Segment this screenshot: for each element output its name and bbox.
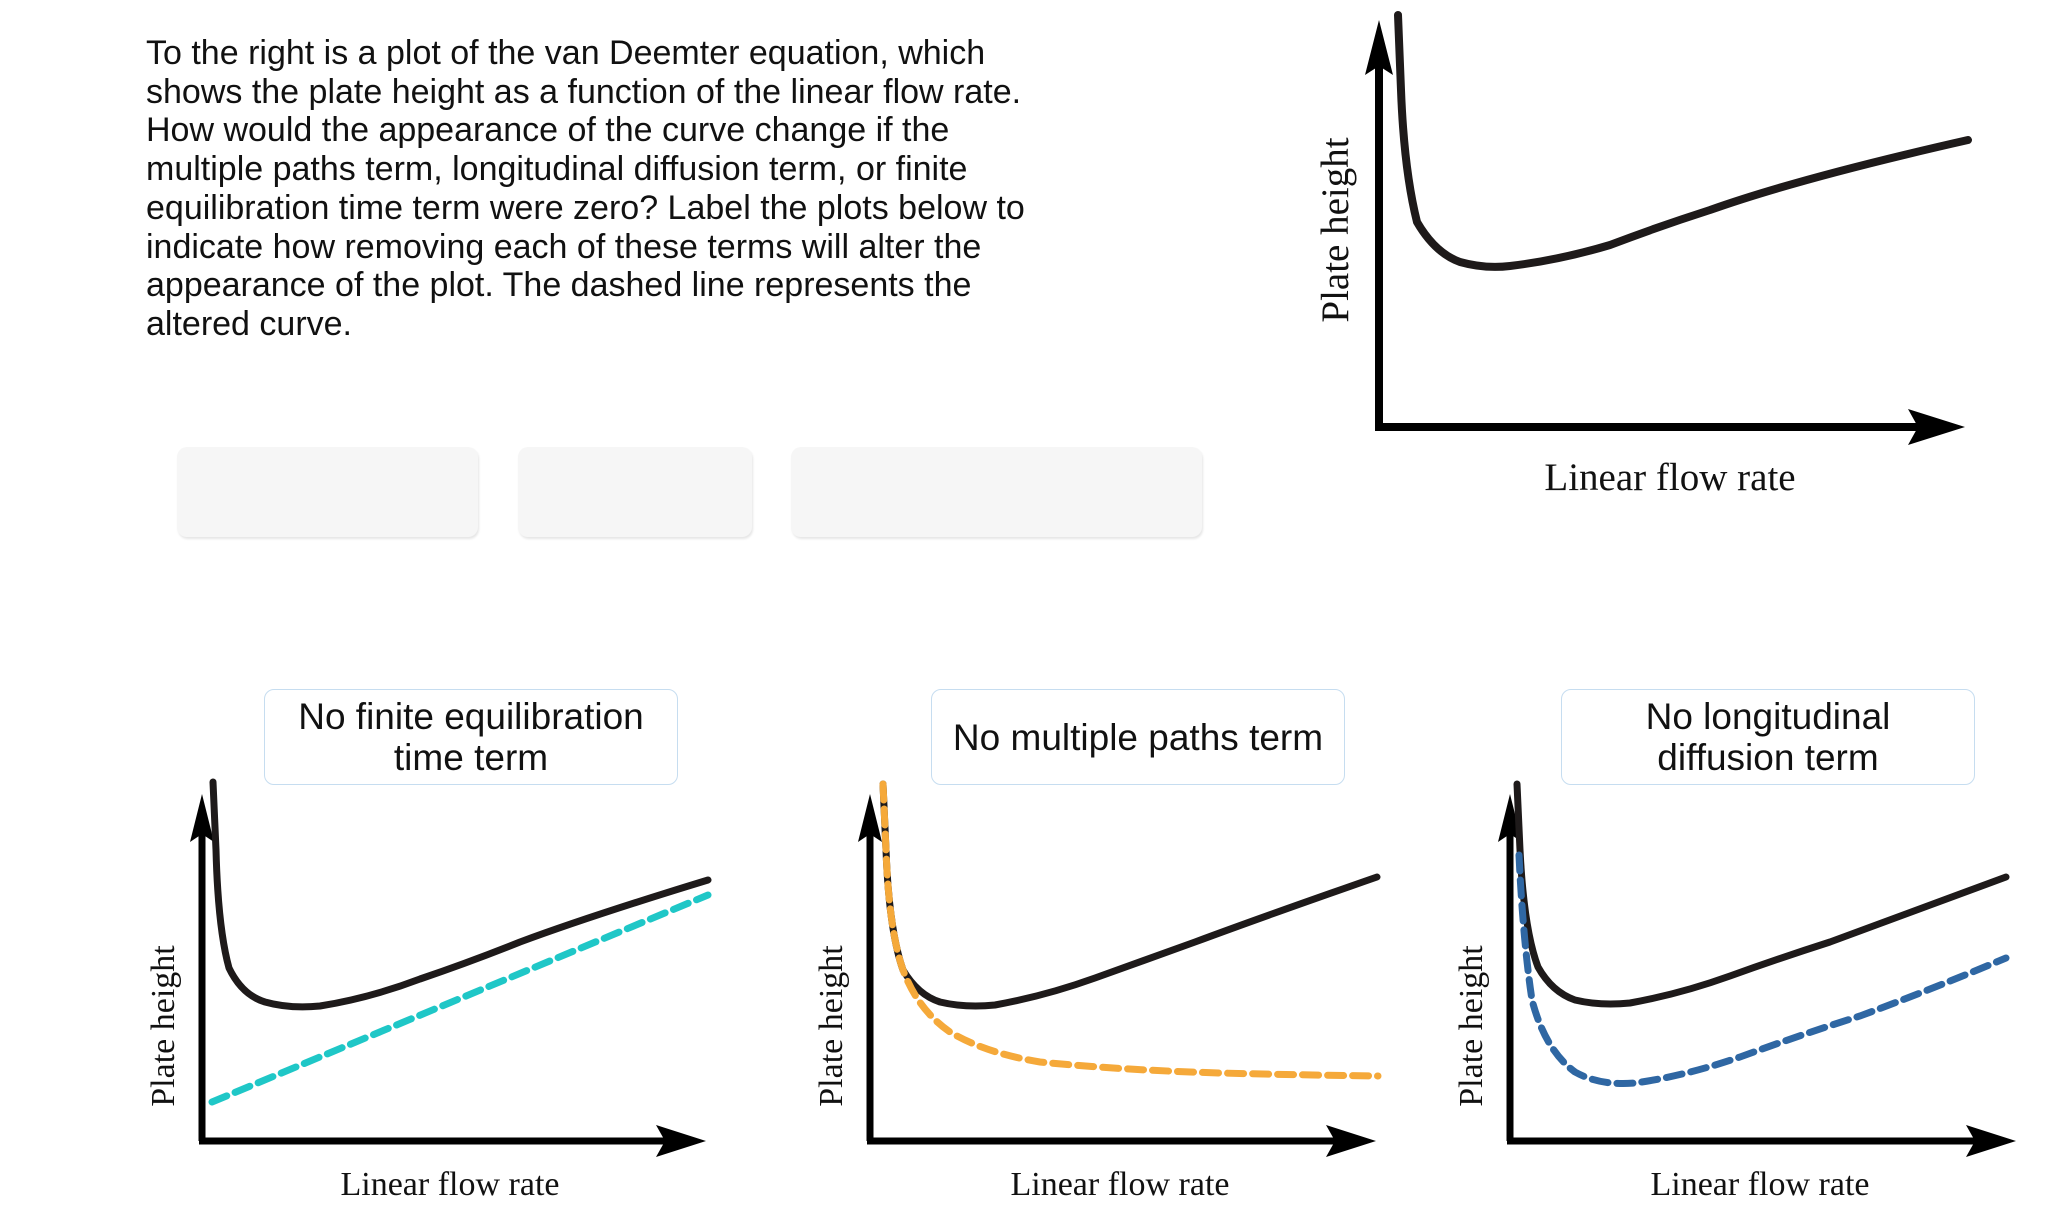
answer-slot-2[interactable] (518, 447, 752, 537)
y-axis-arrow-icon (858, 794, 882, 842)
x-axis-arrow-icon (656, 1125, 706, 1157)
chart-no-finite-equilibration: Plate height Linear flow rate (130, 770, 730, 1220)
altered-curve-dashed (1515, 851, 2010, 1087)
x-axis-label: Linear flow rate (341, 1166, 560, 1203)
original-curve (209, 778, 712, 1011)
chart-no-longitudinal-diffusion: Plate height Linear flow rate (1440, 770, 2046, 1220)
x-axis-arrow-icon (1326, 1125, 1376, 1157)
reference-chart-svg: Plate height Linear flow rate (1314, 11, 1972, 499)
x-axis-label: Linear flow rate (1651, 1166, 1870, 1203)
question-text: To the right is a plot of the van Deemte… (146, 34, 1025, 343)
y-axis-label: Plate height (1453, 945, 1490, 1107)
altered-curve-dashed (208, 891, 712, 1106)
reference-chart: Plate height Linear flow rate (1300, 0, 2000, 510)
x-axis-label: Linear flow rate (1011, 1166, 1230, 1203)
y-axis-label: Plate height (145, 945, 182, 1107)
y-axis-label: Plate height (813, 945, 850, 1107)
label-no-longitudinal-diffusion[interactable]: No longitudinal diffusion term (1561, 689, 1975, 785)
answer-slot-3[interactable] (791, 447, 1202, 537)
original-curve (1513, 780, 2010, 1008)
x-axis-arrow-icon (1908, 409, 1965, 445)
label-no-multiple-paths[interactable]: No multiple paths term (931, 689, 1345, 785)
y-axis-label: Plate height (1314, 137, 1357, 322)
altered-curve-dashed (879, 780, 1382, 1080)
y-axis-arrow-icon (1365, 20, 1393, 75)
x-axis-label: Linear flow rate (1544, 456, 1795, 499)
answer-slot-1[interactable] (177, 447, 478, 537)
y-axis-arrow-icon (190, 794, 214, 842)
original-curve (1394, 11, 1972, 271)
original-curve (879, 780, 1381, 1010)
label-no-finite-equilibration[interactable]: No finite equilibration time term (264, 689, 678, 785)
chart-no-multiple-paths: Plate height Linear flow rate (800, 770, 1400, 1220)
x-axis-arrow-icon (1966, 1125, 2016, 1157)
